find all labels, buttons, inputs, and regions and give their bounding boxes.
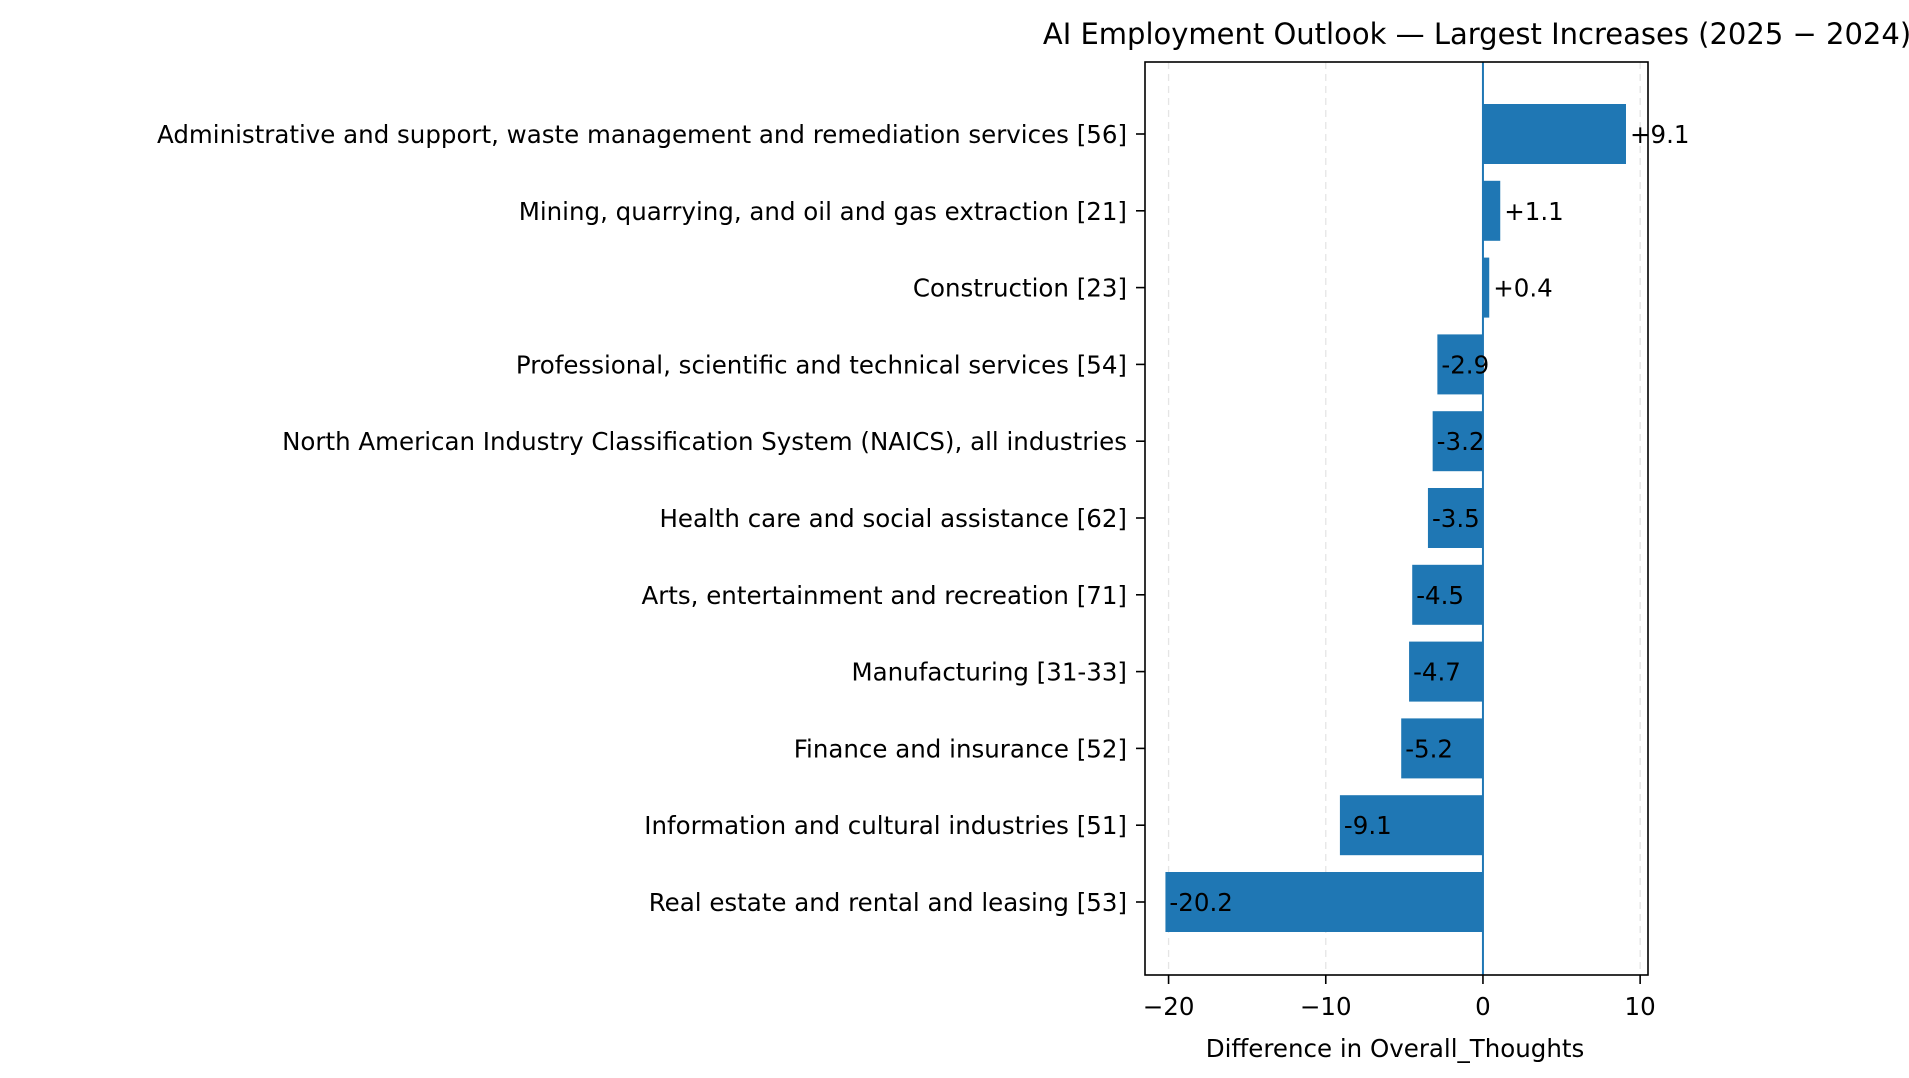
data-label: -4.7 — [1413, 658, 1461, 687]
chart-title: AI Employment Outlook — Largest Increase… — [1043, 17, 1909, 51]
y-tick-label: Real estate and rental and leasing [53] — [649, 888, 1127, 917]
bar — [1432, 411, 1483, 472]
bar — [1165, 872, 1483, 932]
bar — [1401, 718, 1483, 779]
y-tick-label: Arts, entertainment and recreation [71] — [641, 581, 1127, 610]
x-tick-label: 0 — [1475, 992, 1491, 1021]
data-label: +1.1 — [1504, 197, 1564, 226]
data-label: -5.2 — [1405, 734, 1453, 763]
y-tick-label: Construction [23] — [913, 274, 1127, 303]
y-axis-ticks: Administrative and support, waste manage… — [157, 120, 1145, 917]
bar — [1482, 257, 1490, 318]
data-label: -2.9 — [1441, 350, 1489, 379]
data-label: +9.1 — [1630, 120, 1690, 149]
data-label: +0.4 — [1493, 274, 1553, 303]
y-tick-label: Manufacturing [31-33] — [851, 658, 1127, 687]
bar — [1482, 180, 1501, 241]
value-labels: +9.1 +1.1 +0.4 -2.9 -3.2 -3.5 -4.5 -4.7 -5.2 -9.1… — [1169, 120, 1689, 917]
data-label: -20.2 — [1169, 888, 1232, 917]
y-tick-label: Administrative and support, waste manage… — [157, 120, 1127, 149]
data-label: -3.5 — [1432, 504, 1480, 533]
y-tick-label: Health care and social assistance [62] — [659, 504, 1127, 533]
data-label: -9.1 — [1344, 811, 1392, 840]
bar — [1482, 104, 1626, 164]
y-tick-label: Mining, quarrying, and oil and gas extra… — [519, 197, 1127, 226]
bar — [1409, 641, 1483, 702]
x-axis-ticks: −20 −10 0 10 — [1143, 975, 1656, 1021]
x-tick-label: 10 — [1625, 992, 1656, 1021]
y-tick-label: Information and cultural industries [51] — [644, 811, 1127, 840]
data-label: -4.5 — [1416, 581, 1464, 610]
x-tick-label: −20 — [1143, 992, 1195, 1021]
x-axis-label: Difference in Overall_Thoughts — [1206, 1034, 1584, 1063]
bar — [1339, 795, 1483, 856]
y-tick-label: Finance and insurance [52] — [794, 734, 1127, 763]
bars — [1165, 104, 1626, 932]
x-tick-label: −10 — [1300, 992, 1352, 1021]
y-tick-label: North American Industry Classification S… — [282, 427, 1127, 456]
bar — [1437, 334, 1483, 395]
data-label: -3.2 — [1437, 427, 1485, 456]
bar — [1427, 488, 1483, 548]
bar — [1412, 564, 1483, 625]
y-tick-label: Professional, scientific and technical s… — [516, 350, 1127, 379]
